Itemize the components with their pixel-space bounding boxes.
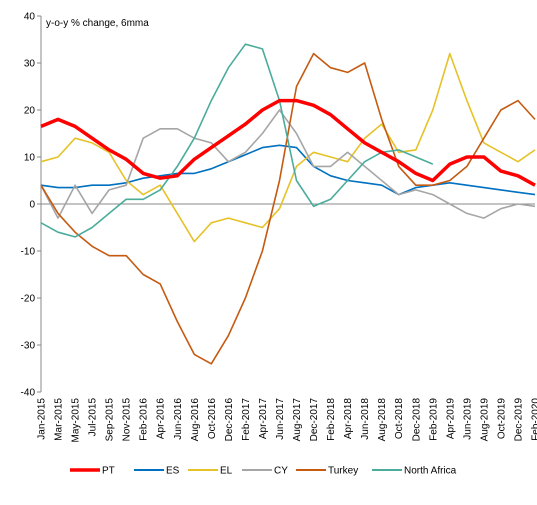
legend-label: ES	[166, 466, 180, 477]
series-line	[40, 98, 536, 187]
x-tick-label: Apr-2018	[343, 398, 354, 440]
x-tick-label: Dec-2019	[513, 398, 524, 442]
x-tick-label: Apr-2019	[445, 398, 456, 440]
series-line	[40, 109, 536, 219]
x-tick-label: Jul-2015	[88, 398, 99, 437]
x-tick-label: Dec-2018	[411, 398, 422, 442]
x-tick-label: Aug-2018	[377, 398, 388, 442]
x-tick-label: Dec-2016	[224, 398, 235, 442]
y-tick-label: -40	[21, 388, 36, 399]
x-tick-label: May-2015	[71, 398, 82, 443]
y-tick-label: -10	[21, 247, 36, 258]
y-tick-label: 10	[24, 153, 36, 164]
y-tick-label: 20	[24, 106, 36, 117]
x-tick-label: Mar-2015	[54, 398, 65, 441]
x-tick-label: Jan-2015	[37, 398, 48, 440]
x-tick-label: Feb-2020	[531, 398, 537, 441]
x-tick-label: Nov-2015	[122, 398, 133, 442]
x-tick-label: Apr-2016	[156, 398, 167, 440]
legend-label: CY	[274, 466, 288, 477]
legend-label: PT	[102, 466, 115, 477]
x-tick-label: Jun-2017	[275, 398, 286, 440]
legend-label: EL	[220, 466, 233, 477]
x-tick-label: Aug-2019	[479, 398, 490, 442]
x-tick-label: Dec-2017	[309, 398, 320, 442]
x-tick-label: Aug-2016	[190, 398, 201, 442]
y-tick-label: -30	[21, 341, 36, 352]
legend-label: North Africa	[404, 466, 457, 477]
x-tick-label: Oct-2016	[207, 398, 218, 440]
x-tick-label: Feb-2017	[241, 398, 252, 441]
legend-label: Turkey	[328, 466, 358, 477]
y-tick-label: 40	[24, 12, 36, 23]
y-tick-label: 30	[24, 59, 36, 70]
x-tick-label: Apr-2017	[258, 398, 269, 440]
x-tick-label: Feb-2018	[326, 398, 337, 441]
y-tick-label: -20	[21, 294, 36, 305]
x-tick-label: Jun-2016	[173, 398, 184, 440]
x-tick-label: Oct-2019	[496, 398, 507, 440]
series-line	[40, 144, 536, 196]
x-tick-label: Oct-2018	[394, 398, 405, 440]
series-line	[40, 43, 434, 238]
y-tick-label: 0	[29, 200, 35, 211]
x-tick-label: Sep-2015	[105, 398, 116, 442]
series-line	[40, 52, 536, 243]
series-line	[40, 52, 536, 365]
x-tick-label: Feb-2016	[139, 398, 150, 441]
x-tick-label: Jun-2018	[360, 398, 371, 440]
x-tick-label: Feb-2019	[428, 398, 439, 441]
x-tick-label: Jun-2019	[462, 398, 473, 440]
x-tick-label: Aug-2017	[292, 398, 303, 442]
axis-title: y-o-y % change, 6mma	[46, 18, 149, 29]
